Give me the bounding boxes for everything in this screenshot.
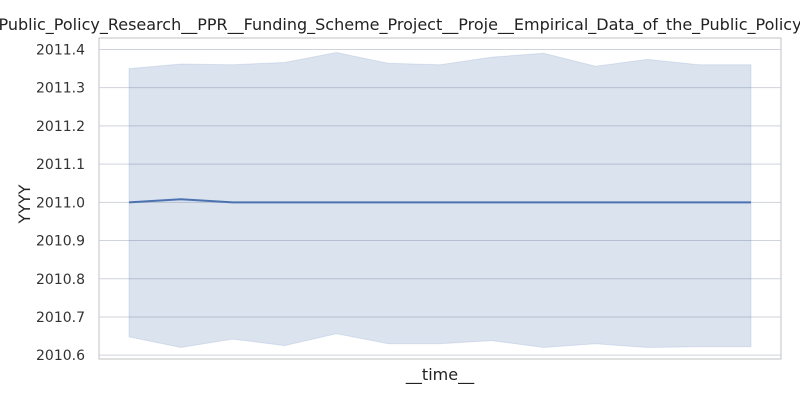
x-axis-label: __time__	[405, 365, 475, 385]
y-tick-label: 2011.3	[36, 81, 85, 97]
y-tick-label: 2010.6	[36, 348, 85, 364]
series-line	[128, 198, 751, 204]
y-axis-label: YYYY	[15, 184, 34, 224]
chart-title: Public_Policy_Research__PPR__Funding_Sch…	[0, 15, 800, 35]
confidence-band	[128, 52, 752, 349]
y-tick-label: 2011.2	[36, 119, 85, 135]
y-tick-label: 2010.9	[36, 234, 85, 250]
y-tick-label: 2010.8	[36, 272, 85, 288]
y-tick-label: 2011.1	[36, 157, 85, 173]
y-tick-labels: 2010.6 2010.7 2010.8 2010.9 2011.0 2011.1 2011…	[36, 42, 85, 364]
y-tick-label: 2011.4	[36, 42, 85, 58]
plot-frame	[98, 37, 782, 360]
y-tick-label: 2010.7	[36, 310, 85, 326]
y-tick-label: 2011.0	[36, 195, 85, 211]
